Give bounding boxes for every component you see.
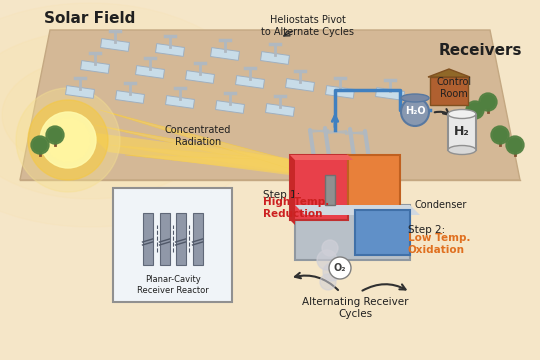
Polygon shape <box>326 86 354 98</box>
Polygon shape <box>100 39 130 51</box>
FancyBboxPatch shape <box>290 155 348 220</box>
Polygon shape <box>110 145 310 175</box>
Circle shape <box>508 138 522 152</box>
Circle shape <box>466 101 484 119</box>
Ellipse shape <box>2 59 178 171</box>
Text: H₂O: H₂O <box>404 106 426 116</box>
Circle shape <box>479 93 497 111</box>
Circle shape <box>48 128 62 142</box>
Bar <box>325 175 335 205</box>
Circle shape <box>320 274 336 290</box>
Polygon shape <box>165 96 194 108</box>
Polygon shape <box>95 125 310 175</box>
Circle shape <box>401 98 429 126</box>
Polygon shape <box>125 155 310 175</box>
Circle shape <box>329 257 351 279</box>
Polygon shape <box>80 60 110 73</box>
Polygon shape <box>266 104 294 116</box>
Ellipse shape <box>0 31 222 199</box>
Text: Condenser: Condenser <box>415 200 468 210</box>
Polygon shape <box>88 132 313 178</box>
Bar <box>176 213 186 265</box>
Ellipse shape <box>448 109 476 118</box>
FancyBboxPatch shape <box>348 155 400 210</box>
Text: Low Temp.
Oxidation: Low Temp. Oxidation <box>408 233 470 255</box>
Circle shape <box>468 103 482 117</box>
Circle shape <box>317 250 337 270</box>
Circle shape <box>16 88 120 192</box>
FancyBboxPatch shape <box>295 205 410 260</box>
Circle shape <box>28 100 108 180</box>
Circle shape <box>491 126 509 144</box>
Text: Receivers: Receivers <box>438 42 522 58</box>
Circle shape <box>31 136 49 154</box>
Text: Control
Room: Control Room <box>436 77 471 99</box>
Circle shape <box>322 240 338 256</box>
FancyBboxPatch shape <box>355 210 410 255</box>
Circle shape <box>323 263 341 281</box>
Circle shape <box>506 136 524 154</box>
Polygon shape <box>286 78 314 91</box>
Polygon shape <box>215 100 245 113</box>
Text: Solar Field: Solar Field <box>44 10 136 26</box>
Ellipse shape <box>448 145 476 154</box>
Ellipse shape <box>0 3 266 227</box>
Text: Alternating Receiver
Cycles: Alternating Receiver Cycles <box>302 297 408 319</box>
Bar <box>448 115 476 150</box>
Polygon shape <box>211 48 240 60</box>
Polygon shape <box>295 205 420 215</box>
Polygon shape <box>156 44 185 57</box>
Circle shape <box>481 95 495 109</box>
Polygon shape <box>20 30 520 180</box>
Text: Step 2:: Step 2: <box>408 225 446 235</box>
Text: High Temp.
Reduction: High Temp. Reduction <box>263 197 329 219</box>
Circle shape <box>46 118 90 162</box>
Polygon shape <box>375 87 404 100</box>
FancyBboxPatch shape <box>113 188 232 302</box>
Polygon shape <box>186 71 214 84</box>
Text: H₂: H₂ <box>454 125 470 138</box>
Polygon shape <box>235 76 265 89</box>
Text: Concentrated
Radiation: Concentrated Radiation <box>165 125 231 147</box>
Polygon shape <box>65 86 94 98</box>
Bar <box>143 213 152 265</box>
Bar <box>159 213 170 265</box>
Text: Heliostats Pivot
to Alternate Cycles: Heliostats Pivot to Alternate Cycles <box>261 15 354 37</box>
Circle shape <box>493 128 507 142</box>
Text: Step 1:: Step 1: <box>263 190 300 200</box>
Polygon shape <box>290 155 295 225</box>
Polygon shape <box>260 51 289 64</box>
Circle shape <box>40 112 96 168</box>
Polygon shape <box>116 91 145 103</box>
Bar <box>430 77 468 105</box>
Polygon shape <box>290 155 353 160</box>
Polygon shape <box>136 66 165 78</box>
Bar <box>192 213 202 265</box>
Polygon shape <box>428 69 470 77</box>
Circle shape <box>33 138 47 152</box>
Circle shape <box>46 126 64 144</box>
Text: Planar-Cavity
Receiver Reactor: Planar-Cavity Receiver Reactor <box>137 275 208 295</box>
Text: O₂: O₂ <box>334 263 346 273</box>
Polygon shape <box>100 110 310 175</box>
Ellipse shape <box>401 94 429 102</box>
